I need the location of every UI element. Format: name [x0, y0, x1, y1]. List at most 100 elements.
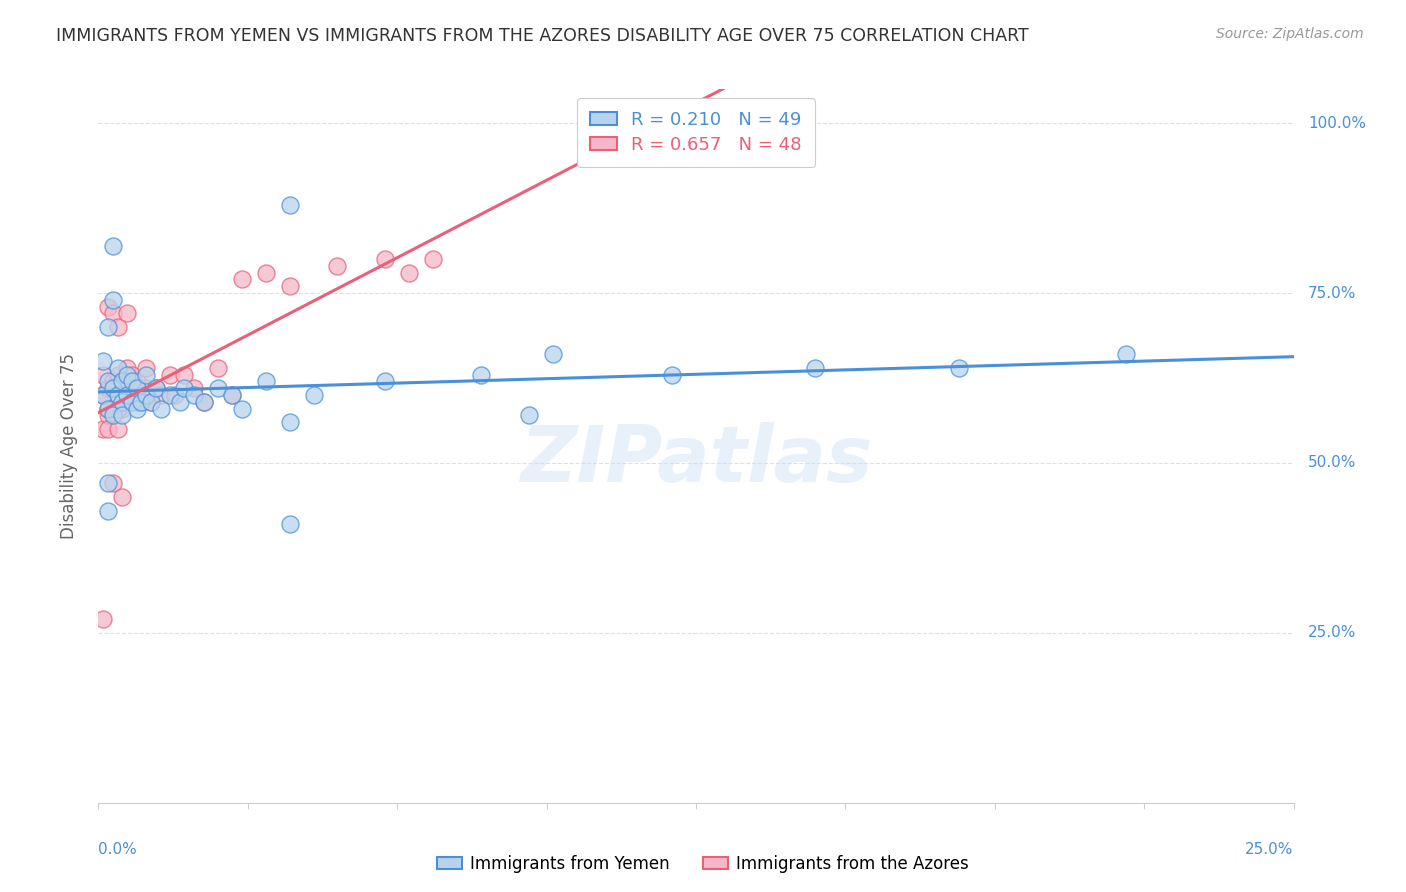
Point [91, 354, 114, 368]
Point [278, 415, 301, 429]
Point [91, 422, 114, 436]
Point [326, 259, 349, 273]
Point [183, 388, 205, 402]
Point [97, 320, 120, 334]
Point [163, 388, 186, 402]
Point [97, 409, 120, 423]
Point [422, 252, 444, 266]
Point [948, 360, 970, 375]
Point [107, 422, 129, 436]
Point [278, 517, 301, 532]
Point [159, 368, 181, 382]
Point [107, 401, 129, 416]
Point [131, 394, 153, 409]
Point [541, 347, 564, 361]
Point [131, 394, 153, 409]
Point [101, 293, 124, 307]
Point [207, 360, 229, 375]
Point [135, 381, 157, 395]
Text: 0.0%: 0.0% [98, 842, 138, 857]
Point [111, 375, 134, 389]
Point [1115, 347, 1137, 361]
Point [374, 375, 396, 389]
Point [302, 388, 325, 402]
Point [107, 360, 129, 375]
Point [97, 375, 120, 389]
Point [111, 490, 134, 504]
Point [221, 388, 243, 402]
Text: 50.0%: 50.0% [1308, 456, 1357, 470]
Point [125, 401, 148, 416]
Point [169, 394, 191, 409]
Point [661, 368, 683, 382]
Point [91, 388, 114, 402]
Text: 25.0%: 25.0% [1308, 625, 1357, 640]
Point [111, 409, 134, 423]
Point [135, 368, 157, 382]
Point [517, 409, 540, 423]
Point [107, 388, 129, 402]
Point [149, 401, 172, 416]
Point [374, 252, 396, 266]
Point [804, 360, 827, 375]
Point [254, 266, 277, 280]
Point [207, 381, 229, 395]
Point [125, 381, 148, 395]
Point [173, 381, 195, 395]
Point [121, 375, 143, 389]
Point [97, 381, 120, 395]
Legend: Immigrants from Yemen, Immigrants from the Azores: Immigrants from Yemen, Immigrants from t… [430, 848, 976, 880]
Text: ZIPatlas: ZIPatlas [520, 422, 872, 499]
Point [111, 401, 134, 416]
Point [121, 388, 143, 402]
Point [278, 198, 301, 212]
Point [115, 360, 138, 375]
Y-axis label: Disability Age Over 75: Disability Age Over 75 [59, 353, 77, 539]
Point [91, 612, 114, 626]
Point [254, 375, 277, 389]
Point [139, 394, 162, 409]
Point [111, 375, 134, 389]
Point [125, 375, 148, 389]
Point [231, 401, 253, 416]
Point [173, 368, 195, 382]
Point [111, 394, 134, 409]
Point [101, 476, 124, 491]
Point [97, 300, 120, 314]
Point [97, 503, 120, 517]
Point [159, 388, 181, 402]
Point [231, 272, 253, 286]
Point [101, 409, 124, 423]
Point [97, 476, 120, 491]
Point [145, 381, 167, 395]
Point [470, 368, 492, 382]
Point [115, 388, 138, 402]
Text: 75.0%: 75.0% [1308, 285, 1357, 301]
Point [278, 279, 301, 293]
Legend: R = 0.210   N = 49, R = 0.657   N = 48: R = 0.210 N = 49, R = 0.657 N = 48 [578, 98, 814, 167]
Point [101, 306, 124, 320]
Point [91, 388, 114, 402]
Point [121, 368, 143, 382]
Text: Source: ZipAtlas.com: Source: ZipAtlas.com [1216, 27, 1364, 41]
Point [101, 381, 124, 395]
Point [221, 388, 243, 402]
Point [193, 394, 215, 409]
Point [115, 368, 138, 382]
Point [101, 238, 124, 252]
Point [115, 388, 138, 402]
Point [97, 401, 120, 416]
Point [125, 394, 148, 409]
Text: 25.0%: 25.0% [1246, 842, 1294, 857]
Point [101, 375, 124, 389]
Point [107, 368, 129, 382]
Point [139, 394, 162, 409]
Point [91, 368, 114, 382]
Text: 100.0%: 100.0% [1308, 116, 1365, 131]
Point [135, 388, 157, 402]
Point [193, 394, 215, 409]
Point [145, 381, 167, 395]
Point [115, 306, 138, 320]
Point [135, 360, 157, 375]
Point [107, 394, 129, 409]
